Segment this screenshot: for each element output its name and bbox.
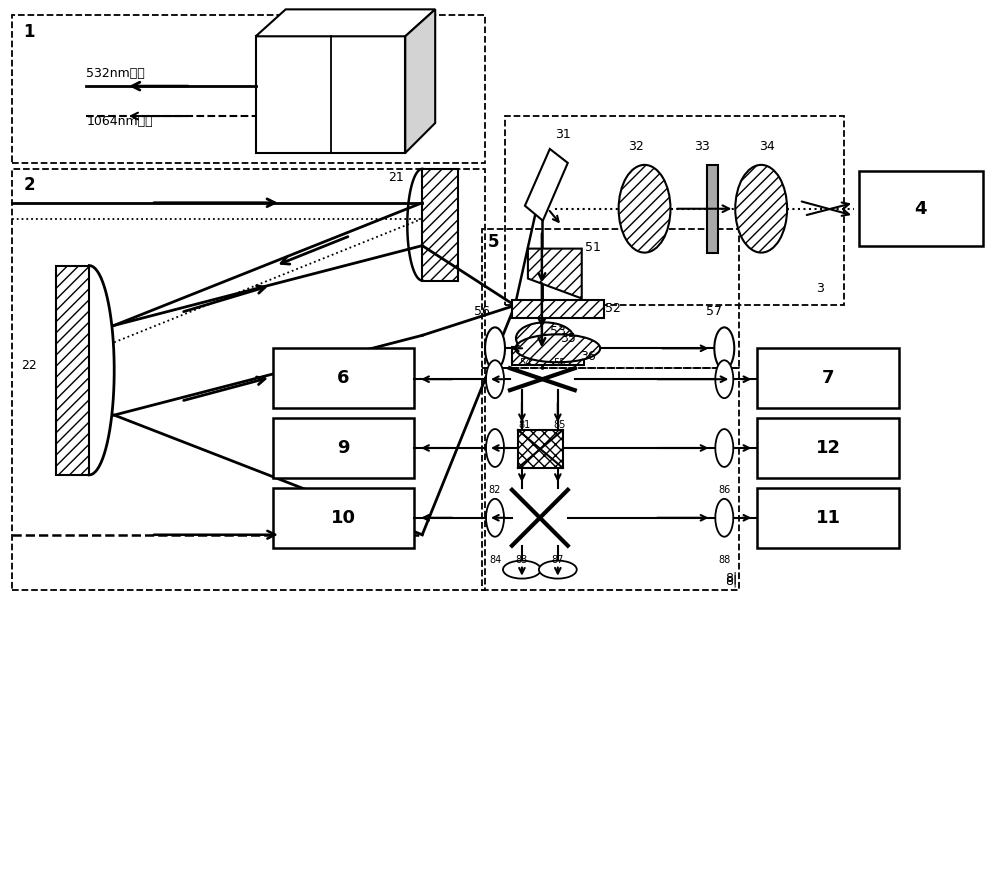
Text: 4: 4 [914, 199, 927, 218]
Polygon shape [405, 10, 435, 153]
Text: 3: 3 [816, 282, 824, 295]
Ellipse shape [714, 328, 734, 369]
Text: 56: 56 [474, 305, 490, 319]
Ellipse shape [486, 429, 504, 467]
Text: 36: 36 [580, 350, 596, 363]
Text: 5: 5 [488, 232, 500, 251]
Polygon shape [525, 149, 568, 221]
Ellipse shape [735, 165, 787, 253]
Text: 8|: 8| [725, 575, 737, 587]
Bar [512, 347, 584, 365]
Bar [12, 169, 485, 589]
Text: 83: 83 [516, 554, 528, 564]
Ellipse shape [503, 561, 541, 579]
Bar [505, 116, 844, 305]
Text: 33: 33 [694, 140, 710, 153]
Bar [482, 229, 739, 368]
Text: 35: 35 [560, 332, 576, 344]
Text: 53: 53 [550, 326, 566, 338]
Bar [273, 348, 414, 409]
Text: 84: 84 [489, 554, 501, 564]
Text: 34: 34 [759, 140, 775, 153]
Bar [12, 15, 485, 163]
Text: 12: 12 [815, 439, 840, 457]
Text: 1: 1 [23, 23, 35, 41]
Bar [707, 165, 718, 253]
Bar [518, 430, 563, 468]
Bar [482, 368, 739, 589]
Text: 55: 55 [554, 359, 566, 368]
Ellipse shape [515, 335, 600, 362]
Ellipse shape [485, 328, 505, 369]
Text: 85: 85 [554, 420, 566, 430]
Text: 8|: 8| [725, 571, 737, 585]
Text: 22: 22 [21, 359, 37, 372]
Text: 52: 52 [605, 302, 621, 315]
Ellipse shape [486, 360, 504, 398]
Text: 532nm激光: 532nm激光 [86, 67, 145, 80]
Bar [757, 348, 899, 409]
Text: 6: 6 [337, 369, 350, 387]
Bar [512, 301, 604, 319]
Text: 1064nm激光: 1064nm激光 [86, 115, 153, 127]
Text: 87: 87 [552, 554, 564, 564]
Text: 54: 54 [519, 359, 531, 368]
Bar [56, 265, 89, 475]
Ellipse shape [715, 360, 733, 398]
Text: 82: 82 [489, 485, 501, 495]
Text: 81: 81 [519, 420, 531, 430]
Bar [273, 418, 414, 478]
Text: 31: 31 [555, 128, 571, 141]
Text: 86: 86 [718, 485, 730, 495]
Text: 9: 9 [337, 439, 350, 457]
Text: 88: 88 [718, 554, 730, 564]
Text: 21: 21 [388, 171, 404, 184]
Ellipse shape [516, 322, 574, 354]
Bar [422, 169, 458, 280]
Ellipse shape [539, 561, 577, 579]
Ellipse shape [715, 498, 733, 537]
Text: 32: 32 [628, 140, 643, 153]
Text: 2: 2 [23, 176, 35, 194]
Text: 10: 10 [331, 509, 356, 527]
Bar [256, 36, 405, 153]
Text: 57: 57 [706, 305, 722, 319]
Polygon shape [528, 248, 582, 298]
Text: 51: 51 [585, 240, 601, 254]
Bar [273, 488, 414, 547]
Text: 7: 7 [822, 369, 834, 387]
Polygon shape [256, 10, 435, 36]
Ellipse shape [486, 498, 504, 537]
Bar [757, 418, 899, 478]
Bar [757, 488, 899, 547]
Text: 11: 11 [815, 509, 840, 527]
Ellipse shape [619, 165, 670, 253]
Bar [859, 171, 983, 246]
Ellipse shape [715, 429, 733, 467]
